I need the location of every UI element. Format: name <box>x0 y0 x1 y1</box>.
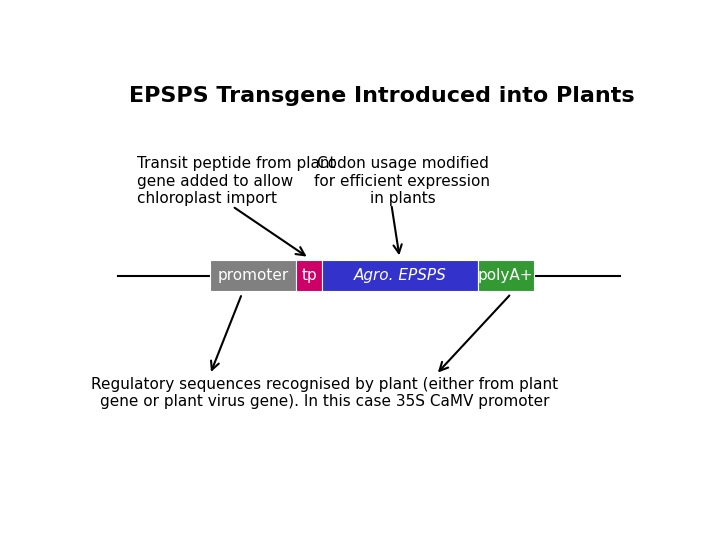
Text: EPSPS Transgene Introduced into Plants: EPSPS Transgene Introduced into Plants <box>129 85 635 106</box>
Text: Transit peptide from plant
gene added to allow
chloroplast import: Transit peptide from plant gene added to… <box>138 156 336 206</box>
Bar <box>210 260 297 292</box>
Text: tp: tp <box>301 268 317 284</box>
Text: Codon usage modified
for efficient expression
in plants: Codon usage modified for efficient expre… <box>315 156 490 206</box>
Bar <box>478 260 534 292</box>
Bar <box>322 260 478 292</box>
Bar <box>297 260 322 292</box>
Text: Agro. EPSPS: Agro. EPSPS <box>354 268 446 284</box>
Text: promoter: promoter <box>217 268 289 284</box>
Text: Regulatory sequences recognised by plant (either from plant
gene or plant virus : Regulatory sequences recognised by plant… <box>91 377 558 409</box>
Text: polyA+: polyA+ <box>478 268 534 284</box>
